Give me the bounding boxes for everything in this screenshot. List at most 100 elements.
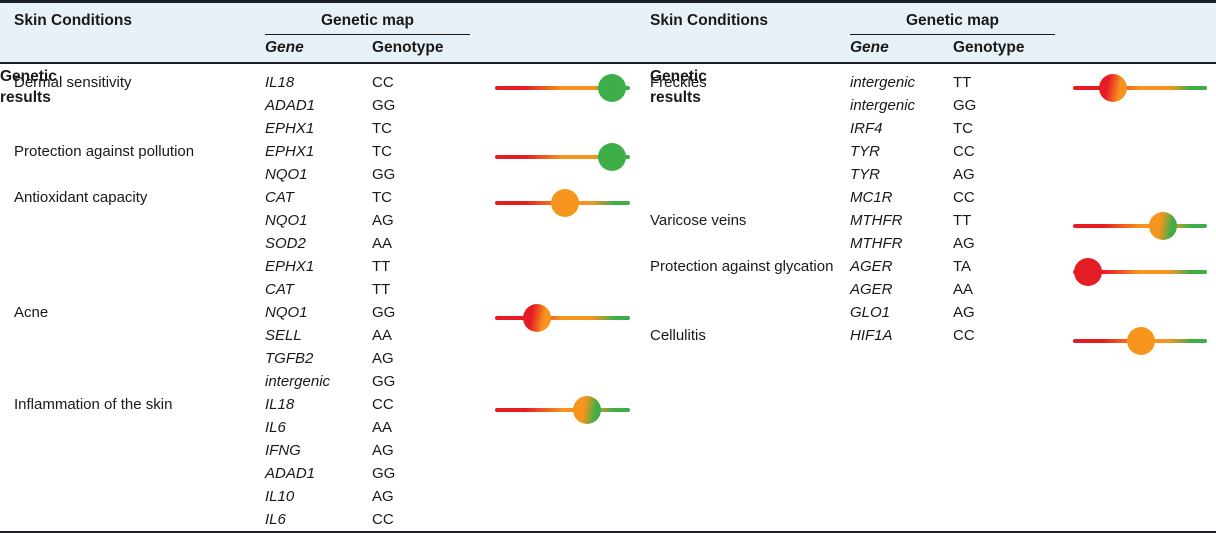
gene-name: EPHX1 — [265, 143, 315, 160]
gene-column-header: Gene — [850, 39, 889, 56]
table-header: Skin Conditions Genetic map Gene Genotyp… — [0, 0, 1216, 106]
genotype-list: CC AA AG GG AG CC — [372, 393, 495, 531]
genotype-value: TC — [372, 189, 392, 206]
gene-name: IL6 — [265, 419, 286, 436]
gene-name: IL6 — [265, 511, 286, 528]
genotype-value: CC — [372, 511, 394, 528]
genotype-value: GG — [953, 97, 977, 114]
genotype-value: TT — [372, 258, 391, 275]
genetic-map-header-group: Genetic map Gene Genotype — [850, 3, 1073, 58]
genetic-result-slider — [495, 395, 630, 424]
genotype-value: AG — [372, 350, 394, 367]
slider-gradient-track — [495, 407, 630, 412]
genotype-value: TA — [953, 258, 972, 275]
result-cell — [1073, 71, 1216, 209]
genotype-value: AG — [953, 166, 975, 183]
gene-name: intergenic — [265, 373, 331, 390]
gene-name: EPHX1 — [265, 258, 315, 275]
genotype-value: TC — [372, 120, 392, 137]
slider-gradient-track — [495, 315, 630, 320]
genotype-value: TT — [372, 281, 391, 298]
gene-name: intergenic — [850, 97, 916, 114]
genotype-value: AG — [372, 488, 394, 505]
condition-group: Varicose veins MTHFR MTHFR TT AG — [640, 209, 1216, 255]
gene-list: EPHX1 NQO1 — [265, 140, 372, 186]
genotype-value: GG — [372, 373, 396, 390]
genetic-result-slider — [495, 303, 630, 332]
condition-group: Protection against glycation AGER AGER GLO1… — [640, 255, 1216, 324]
slider-dot-red-orange — [1099, 73, 1128, 102]
condition-label: Varicose veins — [650, 212, 747, 229]
genetic-result-slider — [1073, 326, 1207, 355]
genotype-list: TA AA AG — [953, 255, 1073, 324]
gene-name: SOD2 — [265, 235, 306, 252]
slider-gradient-track — [1073, 269, 1207, 274]
genotype-value: CC — [372, 396, 394, 413]
gene-list: HIF1A — [850, 324, 953, 352]
table-body: Dermal sensitivity IL18 ADAD1 EPHX1 CC GG TC Pr… — [0, 64, 1216, 531]
genetic-result-slider — [495, 142, 630, 171]
gene-name: ADAD1 — [265, 97, 316, 114]
genotype-value: AG — [953, 304, 975, 321]
slider-gradient-track — [1073, 85, 1207, 90]
gene-list: IL18 IL6 IFNG ADAD1 IL10 IL6 — [265, 393, 372, 531]
slider-dot-orange — [551, 188, 580, 217]
genetic-map-header: Genetic map — [320, 12, 415, 29]
condition-group: Inflammation of the skin IL18 IL6 IFNG ADAD1… — [0, 393, 640, 531]
genetic-map-underline — [265, 34, 470, 35]
gene-name: IFNG — [265, 442, 301, 459]
genotype-value: AA — [372, 419, 393, 436]
genetic-result-slider — [495, 73, 630, 102]
gene-name: HIF1A — [850, 327, 893, 344]
genotype-value: CC — [953, 327, 975, 344]
genotype-value: CC — [372, 74, 394, 91]
slider-gradient-track — [495, 154, 630, 159]
gene-list: IL18 ADAD1 EPHX1 — [265, 71, 372, 140]
condition-label: Cellulitis — [650, 327, 706, 344]
genotype-list: TC AG AA TT TT — [372, 186, 495, 301]
condition-group: Acne NQO1 SELL TGFB2 intergenic GG AA AG GG — [0, 301, 640, 393]
condition-label: Freckles — [650, 74, 707, 91]
skin-conditions-header: Skin Conditions — [14, 12, 132, 29]
genotype-value: CC — [953, 143, 975, 160]
result-cell — [495, 393, 640, 531]
genotype-value: AA — [372, 235, 393, 252]
condition-label: Protection against glycation — [650, 258, 834, 275]
gene-name: CAT — [265, 189, 294, 206]
genotype-value: CC — [953, 189, 975, 206]
condition-group: Antioxidant capacity CAT NQO1 SOD2 EPHX1 CAT T… — [0, 186, 640, 301]
slider-dot-green — [598, 142, 627, 171]
genotype-value: GG — [372, 166, 396, 183]
genotype-value: GG — [372, 465, 396, 482]
genotype-list: TT GG TC CC AG CC — [953, 71, 1073, 209]
skin-conditions-header: Skin Conditions — [650, 12, 768, 29]
condition-label: Inflammation of the skin — [14, 396, 173, 413]
genetic-result-slider — [495, 188, 630, 217]
slider-gradient-track — [1073, 223, 1207, 228]
gene-name: EPHX1 — [265, 120, 315, 137]
genotype-list: CC GG TC — [372, 71, 495, 140]
genetic-result-slider — [1073, 73, 1207, 102]
slider-dot-orange-green — [1148, 211, 1177, 240]
result-cell — [1073, 255, 1216, 324]
condition-label: Dermal sensitivity — [14, 74, 132, 91]
slider-dot-red-orange — [522, 303, 551, 332]
result-cell — [495, 186, 640, 301]
genotype-value: TT — [953, 74, 972, 91]
genotype-value: AA — [953, 281, 974, 298]
gene-name: ADAD1 — [265, 465, 316, 482]
table-header-right: Skin Conditions Genetic map Gene Genotyp… — [640, 3, 1216, 106]
table-body-left: Dermal sensitivity IL18 ADAD1 EPHX1 CC GG TC Pr… — [0, 71, 640, 531]
gene-name: SELL — [265, 327, 302, 344]
slider-gradient-track — [495, 85, 630, 90]
table-body-right: Freckles intergenic intergenic IRF4 TYR TYR MC… — [640, 71, 1216, 531]
genotype-value: TT — [953, 212, 972, 229]
genotype-value: GG — [372, 304, 396, 321]
gene-name: TYR — [850, 166, 880, 183]
condition-group: Cellulitis HIF1A CC — [640, 324, 1216, 355]
gene-column-header: Gene — [265, 39, 304, 56]
genotype-value: AG — [953, 235, 975, 252]
result-cell — [495, 301, 640, 393]
condition-label: Acne — [14, 304, 49, 321]
